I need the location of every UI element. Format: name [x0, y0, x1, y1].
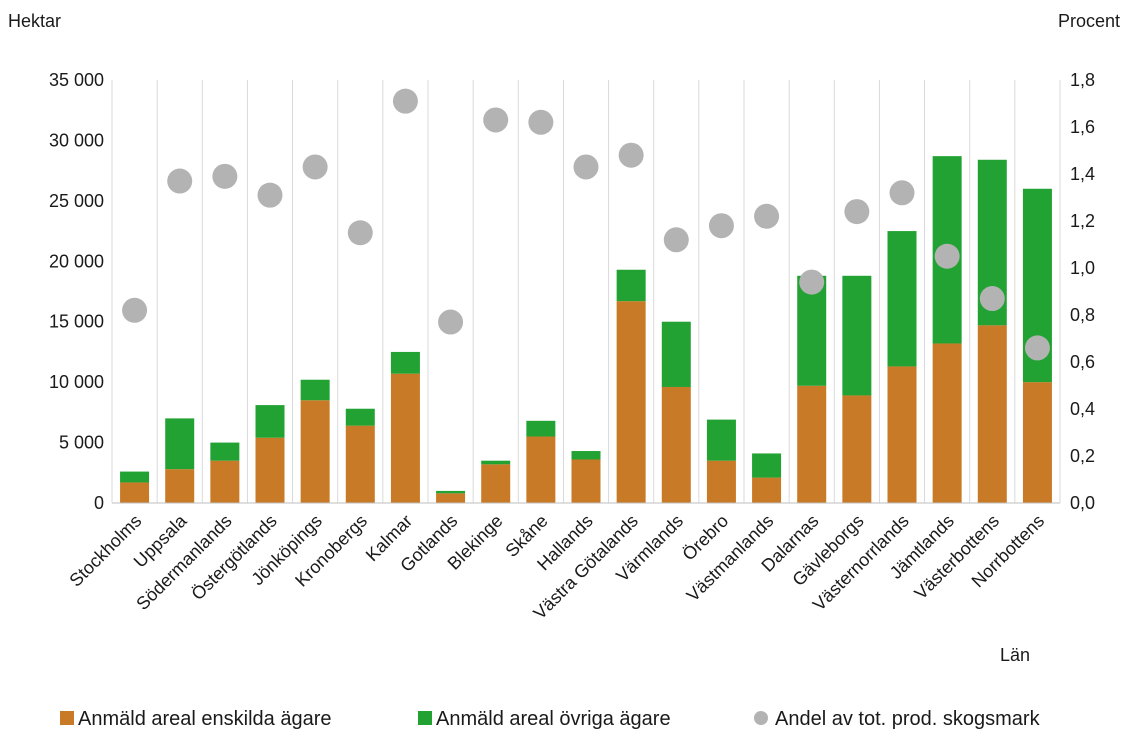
- bar-enskilda-20: [1022, 382, 1052, 503]
- bar-ovriga-11: [616, 269, 646, 302]
- y-tick-label: 5 000: [59, 433, 104, 453]
- point-andel-7: [438, 309, 464, 335]
- legend: Anmäld areal enskilda ägare Anmäld areal…: [60, 708, 1041, 730]
- legend-label-ovriga: Anmäld areal övriga ägare: [436, 708, 671, 730]
- y-tick-label: 30 000: [49, 130, 104, 150]
- y2-tick-label: 1,4: [1070, 164, 1095, 184]
- y2-tick-label: 0,6: [1070, 352, 1095, 372]
- point-andel-5: [347, 220, 373, 246]
- y-tick-label: 35 000: [49, 70, 104, 90]
- y-tick-labels: 0 5 000 10 000 15 000 20 000 25 000 30 000 35 0…: [49, 70, 104, 513]
- legend-swatch-enskilda: [60, 711, 74, 725]
- y2-tick-label: 0,0: [1070, 493, 1095, 513]
- point-andel-0: [122, 297, 148, 323]
- point-andel-4: [302, 154, 328, 180]
- y-tick-label: 10 000: [49, 372, 104, 392]
- bar-ovriga-9: [526, 420, 556, 437]
- bar-enskilda-9: [526, 436, 556, 503]
- bar-enskilda-10: [571, 459, 601, 503]
- legend-item-andel: Andel av tot. prod. skogsmark: [754, 708, 1041, 730]
- bar-enskilda-6: [390, 373, 420, 503]
- bar-ovriga-14: [752, 453, 782, 478]
- bar-ovriga-13: [706, 419, 736, 461]
- bar-enskilda-4: [300, 400, 330, 503]
- x-tick-labels: StockholmsUppsalaSödermanlandsÖstergötla…: [65, 510, 1048, 623]
- point-andel-14: [754, 203, 780, 229]
- y-tick-label: 15 000: [49, 312, 104, 332]
- bar-ovriga-3: [255, 405, 285, 438]
- bar-enskilda-18: [932, 343, 962, 503]
- point-andel-9: [528, 109, 554, 135]
- y2-tick-label: 0,8: [1070, 305, 1095, 325]
- point-andel-17: [889, 180, 915, 206]
- bar-enskilda-16: [842, 395, 872, 503]
- point-andel-16: [844, 199, 870, 225]
- point-andel-6: [392, 88, 418, 114]
- point-andel-11: [618, 142, 644, 168]
- bar-enskilda-14: [752, 477, 782, 503]
- point-andel-13: [708, 213, 734, 239]
- legend-label-enskilda: Anmäld areal enskilda ägare: [78, 708, 332, 730]
- bar-ovriga-8: [481, 460, 511, 465]
- bar-enskilda-17: [887, 366, 917, 503]
- point-andel-2: [212, 163, 238, 189]
- y-tick-label: 20 000: [49, 251, 104, 271]
- bar-enskilda-13: [706, 460, 736, 503]
- bar-enskilda-12: [661, 386, 691, 503]
- bar-ovriga-10: [571, 451, 601, 460]
- bar-ovriga-2: [210, 442, 240, 461]
- point-andel-10: [573, 154, 599, 180]
- legend-item-enskilda: Anmäld areal enskilda ägare: [60, 708, 332, 730]
- bar-ovriga-12: [661, 321, 691, 387]
- bar-ovriga-16: [842, 275, 872, 396]
- y2-tick-labels: 0,0 0,2 0,4 0,6 0,8 1,0 1,2 1,4 1,6 1,8: [1070, 70, 1095, 513]
- x-axis-title: Län: [1000, 645, 1030, 665]
- bar-enskilda-5: [345, 425, 375, 503]
- point-andel-12: [663, 227, 689, 253]
- bar-enskilda-19: [977, 325, 1007, 503]
- bar-ovriga-17: [887, 231, 917, 367]
- bar-enskilda-1: [165, 469, 195, 503]
- bar-enskilda-0: [120, 482, 150, 503]
- bar-enskilda-7: [436, 493, 466, 503]
- y2-axis-title: Procent: [1058, 11, 1120, 31]
- bar-enskilda-15: [797, 385, 827, 503]
- bar-enskilda-3: [255, 437, 285, 503]
- bar-ovriga-7: [436, 490, 466, 494]
- bar-enskilda-11: [616, 301, 646, 503]
- point-andel-15: [799, 269, 825, 295]
- points: [122, 88, 1050, 361]
- y2-tick-label: 1,0: [1070, 258, 1095, 278]
- y2-tick-label: 1,2: [1070, 211, 1095, 231]
- bars: [120, 156, 1052, 503]
- bar-enskilda-2: [210, 460, 240, 503]
- y-axis-title: Hektar: [8, 11, 61, 31]
- y2-tick-label: 0,2: [1070, 446, 1095, 466]
- bar-enskilda-8: [481, 464, 511, 503]
- point-andel-8: [483, 107, 509, 133]
- grid-lines: [111, 80, 1061, 503]
- bar-ovriga-4: [300, 379, 330, 401]
- point-andel-1: [167, 168, 193, 194]
- bar-ovriga-5: [345, 408, 375, 426]
- legend-item-ovriga: Anmäld areal övriga ägare: [418, 708, 671, 730]
- point-andel-18: [934, 243, 960, 269]
- x-tick-label: Stockholms: [65, 511, 145, 591]
- bar-ovriga-6: [390, 351, 420, 374]
- legend-swatch-ovriga: [418, 711, 432, 725]
- legend-marker-andel: [754, 711, 768, 725]
- y2-tick-label: 1,6: [1070, 117, 1095, 137]
- point-andel-20: [1024, 335, 1050, 361]
- point-andel-3: [257, 182, 283, 208]
- y-tick-label: 25 000: [49, 191, 104, 211]
- bar-ovriga-1: [165, 418, 195, 470]
- y2-tick-label: 1,8: [1070, 70, 1095, 90]
- y2-tick-label: 0,4: [1070, 399, 1095, 419]
- y-tick-label: 0: [94, 493, 104, 513]
- legend-label-andel: Andel av tot. prod. skogsmark: [775, 708, 1041, 730]
- bar-ovriga-0: [120, 471, 150, 483]
- point-andel-19: [979, 286, 1005, 312]
